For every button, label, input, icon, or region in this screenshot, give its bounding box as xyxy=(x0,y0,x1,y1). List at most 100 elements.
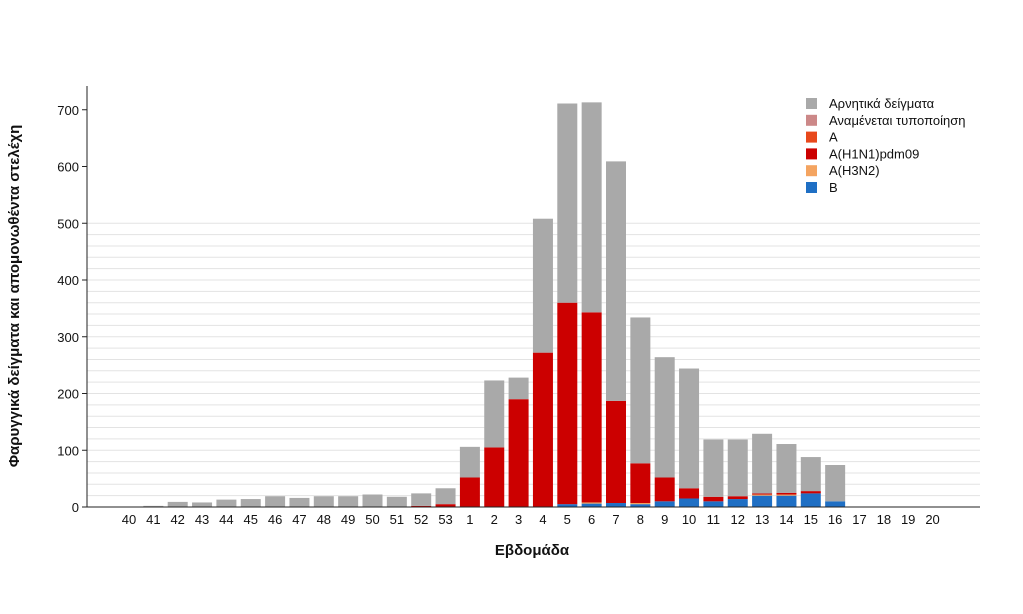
bar-segment xyxy=(606,400,626,504)
bar-segment xyxy=(338,496,359,507)
legend-label: A xyxy=(829,130,838,145)
bar-segment xyxy=(265,496,286,507)
y-tick-label: 300 xyxy=(57,330,79,345)
bar-segment xyxy=(581,312,602,503)
bar-segment xyxy=(216,499,237,507)
x-tick-label: 3 xyxy=(515,512,522,527)
bar-segment xyxy=(411,505,432,507)
x-tick-label: 13 xyxy=(755,512,769,527)
bar-segment xyxy=(800,491,821,494)
x-tick-label: 53 xyxy=(438,512,452,527)
bar-segment xyxy=(411,493,432,506)
x-tick-label: 12 xyxy=(731,512,745,527)
y-tick-label: 200 xyxy=(57,387,79,402)
bar-segment xyxy=(654,357,675,478)
x-tick-label: 10 xyxy=(682,512,696,527)
bar-segment xyxy=(825,465,846,502)
x-tick-label: 44 xyxy=(219,512,233,527)
y-tick-label: 600 xyxy=(57,160,79,175)
bar-segment xyxy=(606,161,626,401)
bar-segment xyxy=(581,503,602,507)
bar-segment xyxy=(143,505,164,507)
bar-segment xyxy=(240,499,261,507)
x-tick-label: 1 xyxy=(466,512,473,527)
x-tick-label: 17 xyxy=(852,512,866,527)
bar-segment xyxy=(386,496,407,507)
bar-segment xyxy=(654,477,675,502)
bar-segment xyxy=(630,504,651,507)
bar-segment xyxy=(313,496,334,507)
x-tick-label: 18 xyxy=(877,512,891,527)
x-tick-label: 7 xyxy=(612,512,619,527)
bar-segment xyxy=(557,103,578,303)
x-tick-label: 9 xyxy=(661,512,668,527)
bar-segment xyxy=(435,488,456,505)
bar-segment xyxy=(484,380,505,448)
x-tick-label: 5 xyxy=(564,512,571,527)
bar-segment xyxy=(776,492,797,495)
bar-segment xyxy=(703,501,724,507)
y-tick-labels: 0 100 200 300 400 500 600 700 xyxy=(57,103,87,515)
y-tick-label: 100 xyxy=(57,443,79,458)
y-axis-title: Φαρυγγικά δείγματα και απομονωθέντα στελ… xyxy=(6,125,23,468)
bar-segment xyxy=(679,488,700,499)
bar-segment xyxy=(630,463,651,504)
legend-label: B xyxy=(829,180,838,195)
bar-segment xyxy=(289,497,310,507)
x-tick-label: 50 xyxy=(365,512,379,527)
bar-segment xyxy=(167,501,188,507)
bar-segment xyxy=(459,446,480,478)
legend-swatch xyxy=(806,148,817,160)
x-tick-label: 11 xyxy=(707,512,721,527)
x-tick-label: 47 xyxy=(292,512,306,527)
x-tick-label: 15 xyxy=(804,512,818,527)
x-tick-label: 14 xyxy=(779,512,793,527)
x-tick-label: 43 xyxy=(195,512,209,527)
bar-segment xyxy=(557,504,578,507)
legend-label: A(H3N2) xyxy=(829,163,880,178)
axes xyxy=(86,86,980,508)
bar-segment xyxy=(532,218,553,353)
bar-segment xyxy=(362,494,383,507)
bar-segment xyxy=(727,439,748,497)
x-axis-title: Εβδομάδα xyxy=(495,542,570,559)
bar-segment xyxy=(776,494,797,496)
bar-segment xyxy=(752,493,773,495)
bar-segment xyxy=(703,496,724,502)
x-tick-label: 41 xyxy=(146,512,160,527)
legend-label: A(H1N1)pdm09 xyxy=(829,146,919,161)
x-tick-labels: 40 41 42 43 44 45 46 47 48 49 50 51 52 53 1 2 3 4 5 6 7 8 9 10 1… xyxy=(122,512,940,527)
legend-label: Αρνητικά δείγματα xyxy=(829,96,935,111)
x-tick-label: 49 xyxy=(341,512,355,527)
bar-segment xyxy=(606,503,626,507)
y-tick-label: 500 xyxy=(57,216,79,231)
bar-segment xyxy=(581,502,602,504)
bar-segment xyxy=(703,439,724,497)
x-tick-label: 45 xyxy=(244,512,258,527)
bar-segment xyxy=(435,504,456,507)
bar-segment xyxy=(825,501,846,507)
legend-swatch xyxy=(806,131,817,143)
legend-swatch xyxy=(806,182,817,193)
y-tick-label: 400 xyxy=(57,273,79,288)
bar-segment xyxy=(752,494,773,496)
x-tick-label: 40 xyxy=(122,512,136,527)
bar-segment xyxy=(484,447,505,507)
x-tick-label: 16 xyxy=(828,512,842,527)
legend-label: Αναμένεται τυποποίηση xyxy=(829,113,965,128)
y-tick-label: 700 xyxy=(57,103,79,118)
bar-segment xyxy=(776,444,797,493)
legend-swatch xyxy=(806,98,817,109)
x-tick-label: 2 xyxy=(491,512,498,527)
bar-segment xyxy=(654,501,675,507)
x-tick-label: 20 xyxy=(925,512,939,527)
y-tick-label: 0 xyxy=(72,500,79,515)
x-tick-label: 51 xyxy=(390,512,404,527)
bar-segment xyxy=(532,352,553,507)
bar-segment xyxy=(752,495,773,507)
bar-segment xyxy=(679,368,700,489)
x-tick-label: 42 xyxy=(170,512,184,527)
x-tick-label: 19 xyxy=(901,512,915,527)
